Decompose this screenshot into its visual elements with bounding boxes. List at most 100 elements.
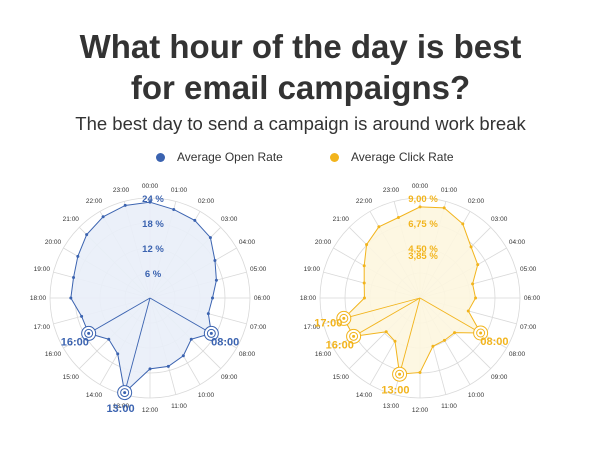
hour-label: 10:00 (198, 392, 215, 399)
data-point (466, 309, 470, 313)
highlight-ring-inner (339, 313, 349, 323)
hour-label: 23:00 (113, 187, 130, 194)
data-point (148, 200, 152, 204)
highlight-ring-inner (476, 328, 486, 338)
legend-click-rate-dot (330, 152, 339, 162)
data-point (362, 296, 366, 300)
hour-label: 06:00 (524, 295, 541, 302)
highlight-line (419, 297, 481, 334)
highlight-line (149, 297, 212, 334)
hour-label: 08:00 (509, 351, 526, 358)
highlight-line (124, 297, 151, 393)
hour-label: 16:00 (45, 351, 62, 358)
hour-label: 21:00 (63, 216, 80, 223)
legend-open-rate-label: Average Open Rate (177, 150, 283, 164)
data-point (211, 296, 214, 300)
hour-label: 02:00 (468, 198, 485, 205)
hour-label: 18:00 (30, 295, 47, 302)
data-point (208, 236, 212, 240)
highlight-label: 08:00 (211, 336, 239, 348)
highlight-line (353, 297, 421, 337)
data-point (107, 337, 111, 341)
hour-label: 09:00 (491, 374, 508, 381)
data-point (418, 370, 422, 374)
data-point (476, 263, 480, 267)
data-point (453, 331, 457, 335)
data-point (85, 233, 89, 237)
data-point (148, 367, 152, 371)
hour-label: 12:00 (142, 407, 159, 414)
data-point (214, 278, 218, 282)
hour-label: 00:00 (412, 183, 429, 190)
highlight-label: 17:00 (314, 318, 342, 330)
highlight-ring-inner (349, 331, 359, 341)
hour-label: 17:00 (34, 324, 51, 331)
data-point (101, 215, 105, 219)
title-line-1: What hour of the day is best (79, 28, 522, 65)
hour-label: 22:00 (356, 198, 373, 205)
hour-label: 19:00 (34, 266, 51, 273)
hour-label: 21:00 (333, 216, 350, 223)
data-point (69, 296, 73, 300)
highlight-dot (352, 334, 356, 338)
highlight-label: 13:00 (106, 403, 134, 415)
highlight-dot (342, 316, 346, 320)
data-point (471, 282, 475, 286)
hour-label: 20:00 (45, 239, 62, 246)
legend: Average Open Rate Average Click Rate (0, 150, 601, 168)
legend-item-click-rate: Average Click Rate (330, 150, 454, 164)
hour-label: 22:00 (86, 198, 103, 205)
data-point (377, 225, 381, 229)
highlight-dot (209, 331, 213, 335)
series-area (343, 206, 482, 375)
hour-label: 05:00 (250, 266, 267, 273)
radial-tick-label: 24 % (142, 194, 164, 205)
highlight-ring-inner (395, 369, 405, 379)
radial-tick-label: 9,00 % (408, 194, 438, 205)
data-point (384, 330, 388, 334)
hour-label: 23:00 (383, 187, 400, 194)
hour-label: 13:00 (113, 403, 130, 410)
highlight-label: 16:00 (61, 336, 89, 348)
radial-tick-label: 3,85 % (408, 251, 438, 262)
highlight-ring-inner (206, 328, 216, 338)
highlight-ring-inner (84, 328, 94, 338)
data-point (206, 312, 210, 316)
data-point (431, 344, 435, 348)
hour-label: 04:00 (239, 239, 256, 246)
radial-tick-label: 12 % (142, 244, 164, 255)
legend-item-open-rate: Average Open Rate (156, 150, 283, 164)
hour-label: 08:00 (239, 351, 256, 358)
hour-label: 05:00 (520, 266, 537, 273)
data-point (172, 207, 176, 211)
highlight-label: 16:00 (326, 339, 354, 351)
legend-open-rate-dot (156, 152, 165, 162)
data-point (418, 205, 422, 209)
data-point (474, 296, 478, 300)
data-point (213, 259, 217, 262)
hour-label: 12:00 (412, 407, 429, 414)
data-point (362, 264, 366, 268)
hour-label: 14:00 (86, 392, 103, 399)
data-point (72, 276, 76, 280)
legend-click-rate-label: Average Click Rate (351, 150, 454, 164)
hour-label: 03:00 (491, 216, 508, 223)
data-point (181, 354, 185, 358)
hour-label: 20:00 (315, 239, 332, 246)
radial-tick-label: 6 % (145, 269, 162, 280)
hour-label: 10:00 (468, 392, 485, 399)
radial-tick-label: 6,75 % (408, 219, 438, 230)
highlight-line (88, 297, 151, 334)
data-point (393, 339, 397, 343)
highlight-line (343, 297, 421, 319)
series-area (70, 201, 217, 394)
radial-tick-label: 4,50 % (408, 244, 438, 255)
highlight-dot (123, 391, 127, 395)
page-subtitle: The best day to send a campaign is aroun… (75, 113, 526, 134)
data-point (123, 203, 127, 207)
data-point (461, 222, 465, 226)
data-point (189, 337, 193, 341)
highlight-line (399, 297, 421, 375)
hour-label: 09:00 (221, 374, 238, 381)
